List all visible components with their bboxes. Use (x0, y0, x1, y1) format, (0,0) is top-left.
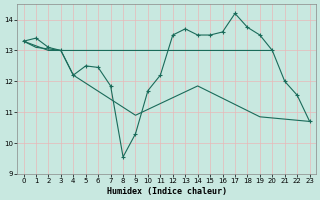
X-axis label: Humidex (Indice chaleur): Humidex (Indice chaleur) (107, 187, 227, 196)
